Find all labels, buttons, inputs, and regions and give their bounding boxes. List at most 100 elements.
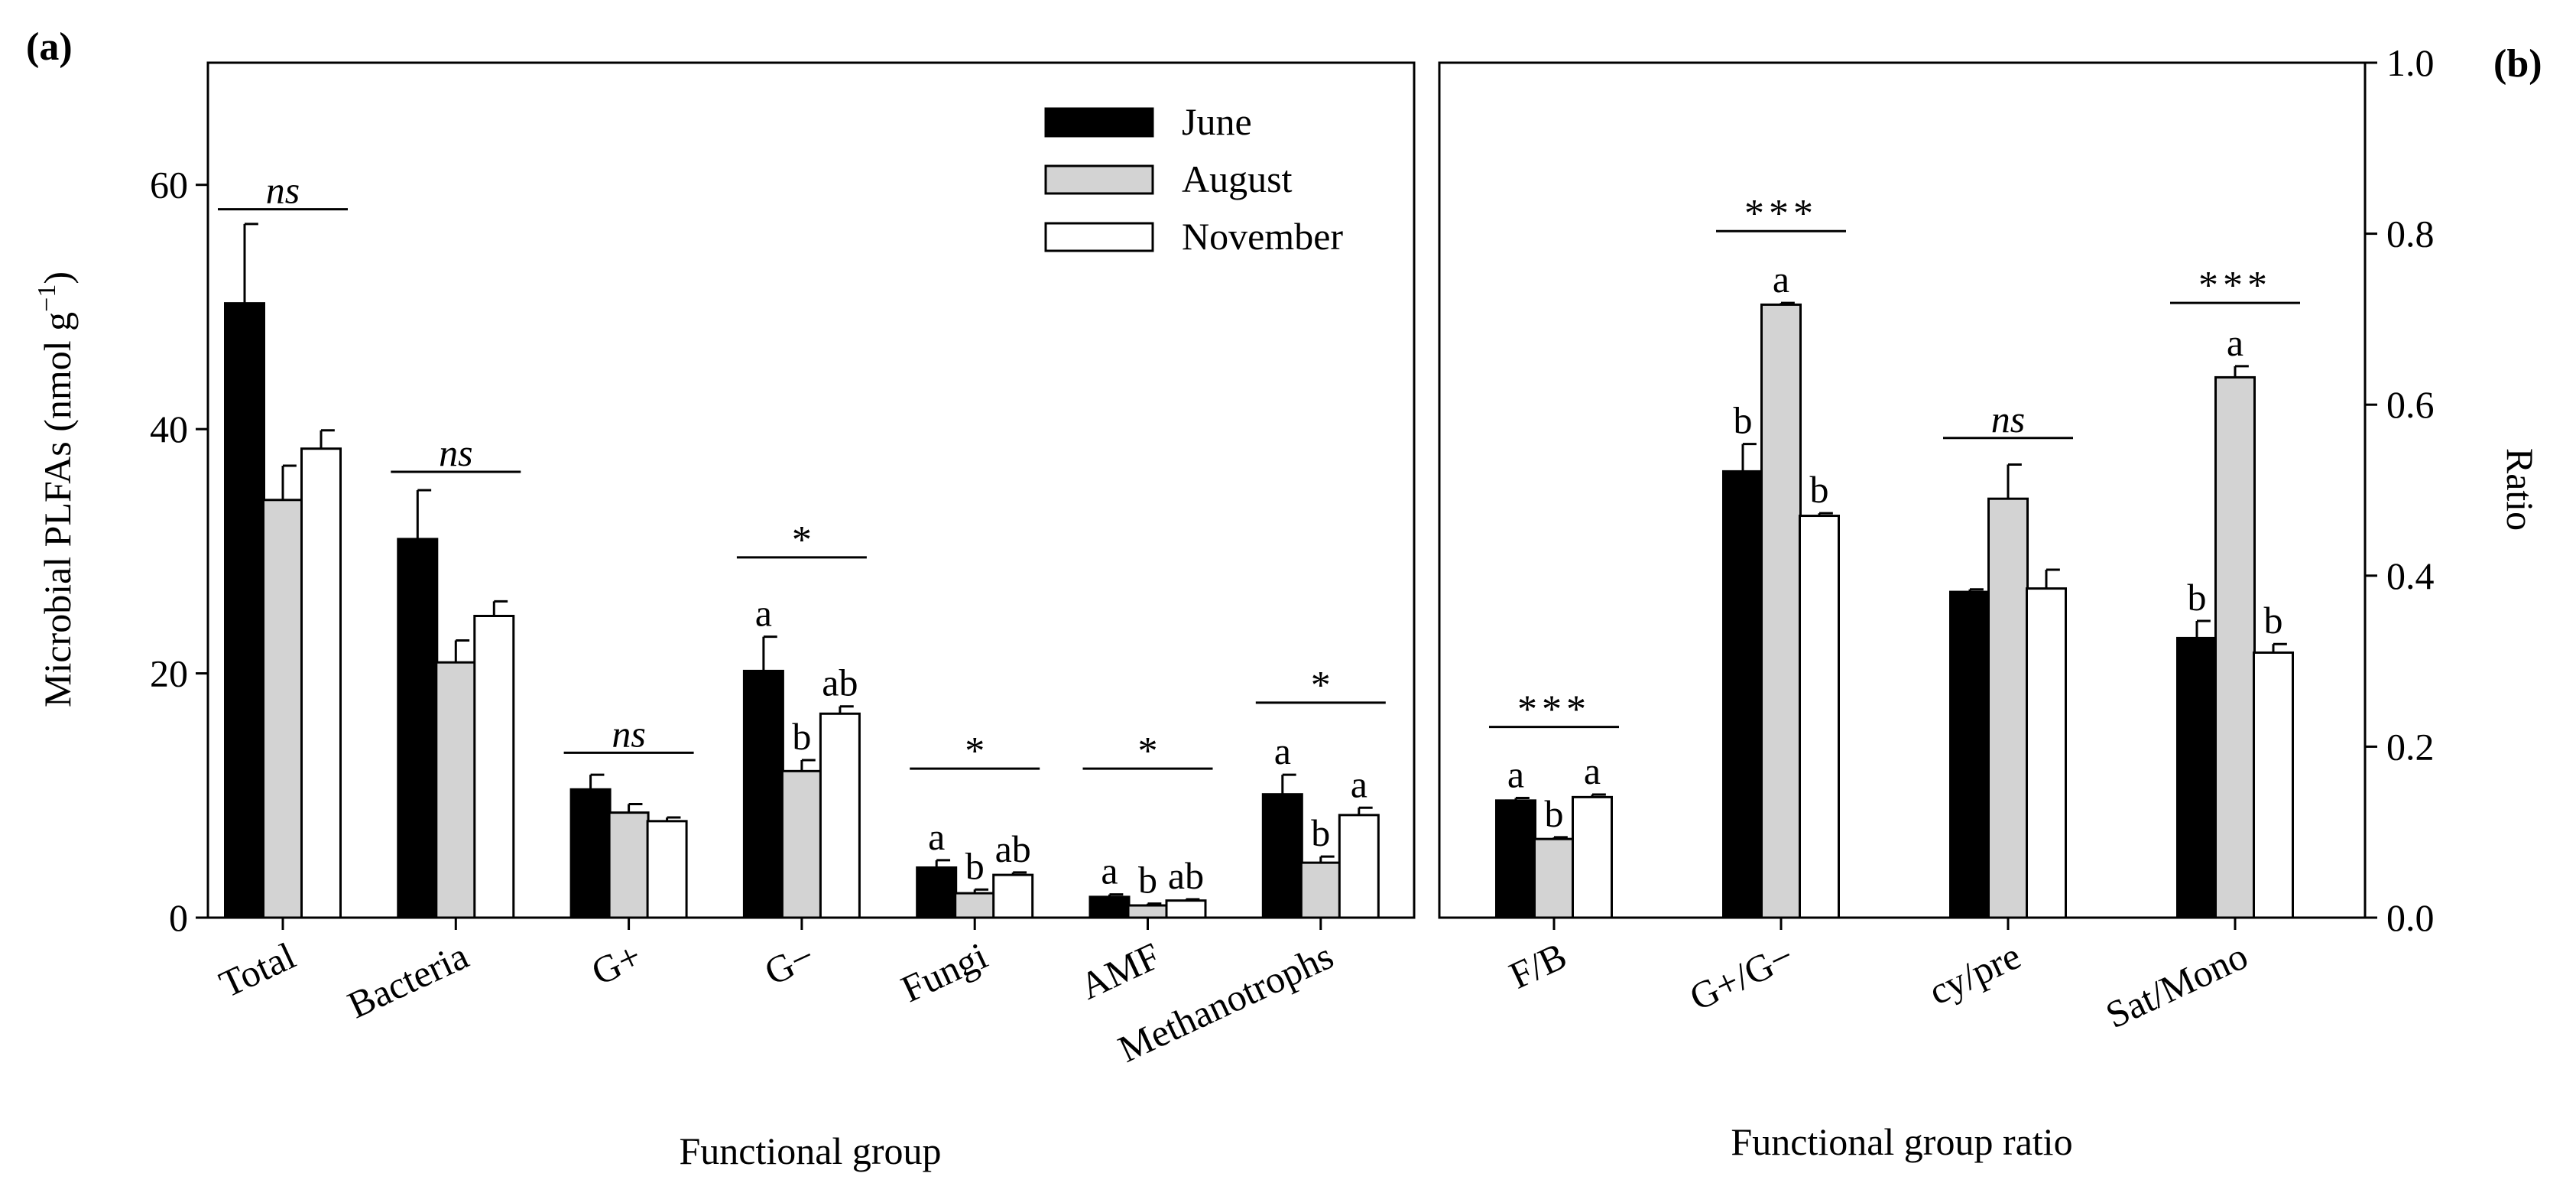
panel-b-letter: a [2227, 321, 2243, 364]
panel-b-letter: b [2264, 599, 2283, 642]
panel-b-category-label-g-g: G+/G− [1683, 934, 1800, 1019]
panel-a-category-label-fungi: Fungi [894, 934, 993, 1010]
legend-swatch-june [1044, 107, 1154, 138]
panel-a-significance-mark: ns [266, 169, 300, 212]
panel-a-bar-fungi-june [916, 866, 958, 919]
panel-a-bar-methanotrophs-august [1299, 861, 1342, 919]
panel-a-category-label-g: G− [758, 934, 821, 993]
legend-label-june: June [1182, 100, 1252, 143]
panel-a-category-label-amf: AMF [1073, 934, 1166, 1008]
panel-a-xlabel: Functional group [679, 1129, 941, 1172]
panel-a-bar-methanotrophs-november [1338, 814, 1380, 919]
panel-b-bar-sat-mono-june [2176, 636, 2218, 919]
legend-label-august: August [1182, 158, 1293, 200]
panel-a-bar-g-august [780, 769, 822, 919]
legend-swatch-november [1044, 222, 1154, 252]
panel-a-significance-mark: * [1311, 664, 1331, 707]
panel-b-category-label-sat-mono: Sat/Mono [2099, 934, 2253, 1036]
panel-b-ytick-label: 0.6 [2386, 383, 2435, 426]
panel-a-bar-bacteria-november [473, 615, 515, 919]
panel-a-ytick-label: 0 [169, 896, 188, 939]
panel-a-significance-mark: * [965, 730, 985, 773]
panel-b-category-label-cy-pre: cy/pre [1922, 934, 2027, 1013]
panel-a-bar-amf-november [1165, 899, 1207, 919]
panel-b-significance-mark: *** [1517, 688, 1591, 732]
panel-a-letter: ab [822, 661, 858, 704]
panel-a-ytick-label: 40 [150, 408, 188, 450]
panel-a-letter: b [1311, 811, 1330, 854]
panel-a-bar-g-june [742, 669, 784, 919]
panel-a-ytick-label: 20 [150, 652, 188, 695]
panel-b-letter: b [1545, 792, 1564, 835]
panel-a-letter: a [1351, 762, 1367, 805]
panel-b-label: (b) [2493, 42, 2542, 86]
legend-label-november: November [1182, 215, 1343, 258]
panel-b-letter: a [1773, 258, 1789, 301]
panel-b-significance-mark: *** [2198, 264, 2272, 307]
panel-b-frame [1438, 61, 2367, 919]
panel-a-ylabel: Microbial PLFAs (nmol g−1) [33, 271, 79, 707]
panel-a-category-label-bacteria: Bacteria [341, 934, 475, 1026]
panel-a-label: (a) [26, 25, 73, 69]
panel-a-bar-fungi-november [992, 873, 1034, 919]
panel-a-significance-mark: * [1138, 730, 1158, 773]
panel-a-letter: b [792, 715, 811, 758]
panel-a-bar-g-november [819, 712, 861, 919]
panel-a-significance-mark: ns [612, 712, 645, 755]
panel-a-bar-total-august [262, 499, 303, 919]
panel-a-ylabel-sup: −1 [33, 284, 61, 312]
legend: June August November [1044, 100, 1343, 258]
panel-b-letter: b [1810, 468, 1829, 511]
panel-a-bar-g-june [569, 788, 612, 919]
panel-b-bar-cy-pre-august [1987, 497, 2029, 919]
panel-a-ylabel-main: Microbial PLFAs (nmol g [36, 312, 79, 707]
panel-b-significance-mark: *** [1744, 192, 1818, 236]
panel-b-significance-mark: ns [1991, 398, 2025, 440]
panel-a-letter: a [928, 815, 945, 858]
panel-a-bar-fungi-august [954, 892, 996, 919]
panel-b-bar-g-g-june [1722, 470, 1763, 919]
panel-a-bar-total-june [224, 302, 265, 919]
panel-b-bar-f-b-june [1495, 799, 1536, 919]
panel-b-bar-g-g-august [1760, 303, 1802, 919]
panel-a-bar-bacteria-august [435, 661, 477, 919]
panel-a-letter: ab [995, 827, 1031, 870]
panel-b-ytick-label: 0.0 [2386, 896, 2435, 939]
panel-b-bar-sat-mono-august [2214, 375, 2256, 919]
panel-b-bar-f-b-august [1533, 837, 1575, 919]
panel-b-ytick-label: 1.0 [2386, 41, 2435, 84]
panel-a-letter: b [1138, 859, 1157, 902]
panel-b-xlabel: Functional group ratio [1731, 1120, 2072, 1163]
panel-b-letter: a [1507, 752, 1524, 795]
panel-a-category-label-g: G+ [585, 934, 647, 993]
panel-a-letter: ab [1168, 854, 1204, 897]
panel-b-bar-sat-mono-november [2253, 651, 2294, 919]
panel-b-letter: b [2188, 576, 2207, 619]
panel-a-bar-amf-august [1127, 904, 1169, 919]
panel-b-ytick-label: 0.2 [2386, 725, 2435, 768]
panel-b-bar-f-b-november [1572, 795, 1613, 919]
panel-a-bar-total-november [300, 447, 342, 919]
panel-a-plot: 0204060TotalnsBacteriansG+nsG−abab*Fungi… [150, 164, 1386, 1071]
panel-a-category-label-total: Total [213, 934, 302, 1006]
panel-b-ytick-label: 0.8 [2386, 213, 2435, 255]
panel-b-bar-g-g-november [1799, 515, 1840, 919]
panel-a-letter: a [1101, 850, 1118, 892]
panel-a-significance-mark: ns [439, 431, 472, 474]
panel-a-ylabel-close: ) [36, 271, 79, 284]
panel-a-letter: a [1274, 730, 1291, 772]
panel-a-letter: a [755, 592, 772, 635]
panel-b-plot: 0.00.20.40.60.81.0F/Baba***G+/G−bab***cy… [1489, 41, 2435, 1036]
panel-b-bar-cy-pre-november [2026, 587, 2067, 919]
panel-a-bar-g-august [608, 811, 650, 919]
panel-a-bar-bacteria-june [397, 538, 439, 919]
panel-a-bar-g-november [646, 820, 688, 919]
panel-b-ylabel: Ratio [2499, 448, 2542, 531]
panel-a-bar-methanotrophs-june [1261, 793, 1303, 919]
panel-b-letter: b [1734, 399, 1753, 442]
panel-a-significance-mark: * [792, 518, 812, 562]
legend-swatch-august [1044, 164, 1154, 195]
panel-b-category-label-f-b: F/B [1503, 934, 1573, 996]
panel-a-letter: b [965, 844, 985, 887]
